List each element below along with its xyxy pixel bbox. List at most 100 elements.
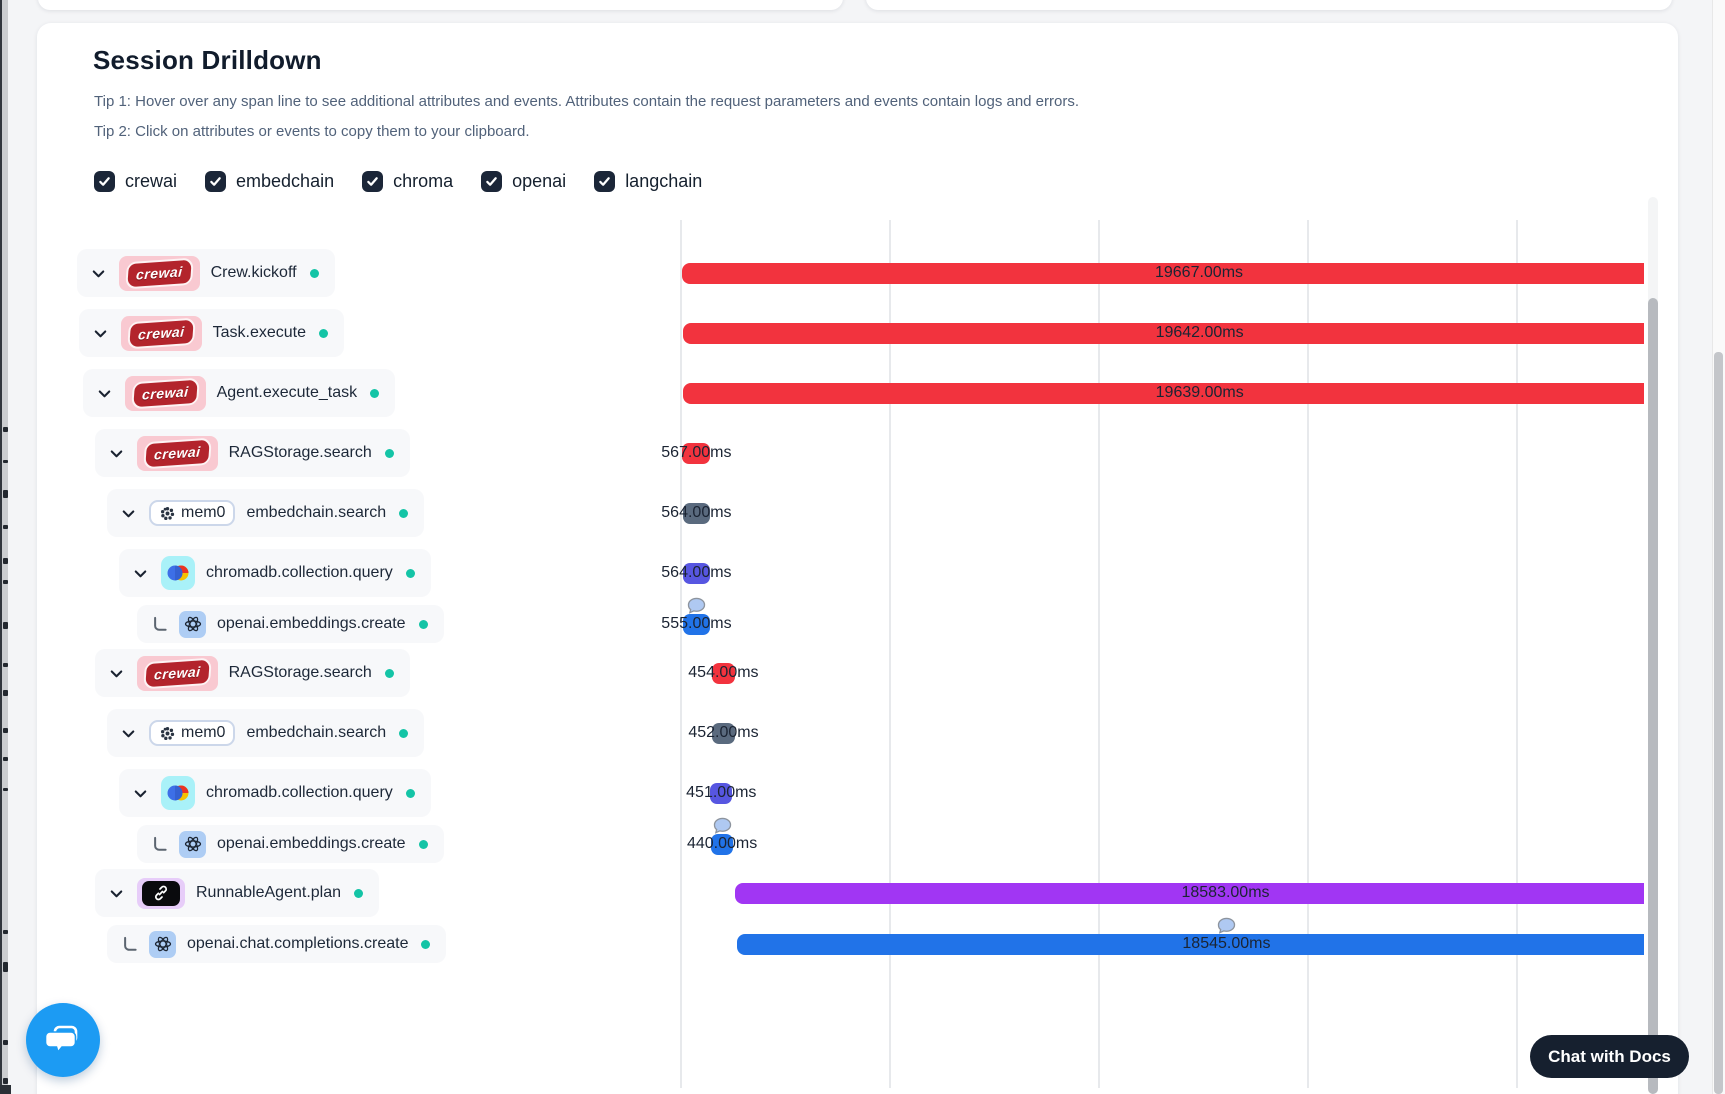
status-dot bbox=[354, 888, 364, 898]
chevron-down-icon[interactable] bbox=[91, 324, 110, 343]
span-row-openai.chat.completions.create[interactable]: openai.chat.completions.create bbox=[107, 925, 447, 963]
chevron-down-icon[interactable] bbox=[107, 444, 126, 463]
crewai-logo: crewai bbox=[119, 255, 200, 291]
span-name: chromadb.collection.query bbox=[206, 784, 393, 801]
span-bar-chromadb.collection.query[interactable]: 451.00ms bbox=[686, 782, 756, 804]
grid-line-1 bbox=[889, 220, 891, 1088]
status-dot bbox=[418, 839, 428, 849]
chevron-down-icon[interactable] bbox=[89, 264, 108, 283]
span-bar-openai.embeddings.create[interactable]: 440.00ms bbox=[687, 833, 757, 855]
span-row-embedchain.search[interactable]: mem0 embedchain.search bbox=[107, 709, 425, 757]
filter-checkbox-langchain[interactable]: langchain bbox=[594, 171, 702, 192]
chat-widget-button[interactable] bbox=[26, 1003, 100, 1077]
grid-line-2 bbox=[1098, 220, 1100, 1088]
event-bubble-icon[interactable] bbox=[1217, 917, 1236, 934]
chevron-down-icon[interactable] bbox=[107, 884, 126, 903]
filter-checkbox-embedchain[interactable]: embedchain bbox=[205, 171, 334, 192]
span-bar-Task.execute[interactable]: 19642.00ms bbox=[683, 322, 1644, 344]
span-bar-Crew.kickoff[interactable]: 19667.00ms bbox=[682, 262, 1644, 284]
checkbox-checked-icon[interactable] bbox=[481, 171, 503, 192]
event-bubble-icon[interactable] bbox=[687, 597, 706, 614]
span-duration: 19667.00ms bbox=[1154, 264, 1244, 281]
span-name: Task.execute bbox=[212, 324, 306, 341]
span-bar-chromadb.collection.query[interactable]: 564.00ms bbox=[661, 562, 732, 584]
span-duration: 555.00ms bbox=[661, 615, 732, 632]
span-name: chromadb.collection.query bbox=[206, 564, 393, 581]
filter-label: embedchain bbox=[236, 171, 335, 191]
span-name: openai.embeddings.create bbox=[217, 835, 406, 852]
span-name: Crew.kickoff bbox=[210, 264, 297, 281]
span-row-Crew.kickoff[interactable]: crewai Crew.kickoff bbox=[77, 249, 335, 297]
crewai-logo: crewai bbox=[137, 435, 218, 471]
span-bar-RAGStorage.search[interactable]: 567.00ms bbox=[661, 442, 731, 464]
span-name: embedchain.search bbox=[246, 504, 387, 521]
span-name: embedchain.search bbox=[246, 724, 387, 741]
chat-with-docs-button[interactable]: Chat with Docs bbox=[1530, 1035, 1689, 1078]
mem0-logo: mem0 bbox=[149, 500, 236, 526]
checkbox-checked-icon[interactable] bbox=[594, 171, 616, 192]
filter-label: crewai bbox=[125, 171, 178, 191]
span-name: openai.embeddings.create bbox=[217, 615, 406, 632]
status-dot bbox=[399, 728, 409, 738]
chevron-down-icon[interactable] bbox=[119, 724, 138, 743]
tip-1: Tip 1: Hover over any span line to see a… bbox=[94, 93, 1080, 110]
span-duration: 19642.00ms bbox=[1155, 324, 1244, 341]
status-dot bbox=[421, 939, 431, 949]
filter-checkbox-crewai[interactable]: crewai bbox=[94, 171, 177, 192]
span-bar-openai.embeddings.create[interactable]: 555.00ms bbox=[661, 613, 732, 635]
span-bar-Agent.execute_task[interactable]: 19639.00ms bbox=[683, 382, 1644, 404]
chevron-down-icon[interactable] bbox=[131, 564, 150, 583]
span-row-embedchain.search[interactable]: mem0 embedchain.search bbox=[107, 489, 425, 537]
span-bar-openai.chat.completions.create[interactable]: 18545.00ms bbox=[736, 933, 1644, 955]
span-duration: 564.00ms bbox=[661, 564, 732, 581]
status-dot bbox=[399, 508, 409, 518]
grid-line-3 bbox=[1307, 220, 1309, 1088]
span-bar-RunnableAgent.plan[interactable]: 18583.00ms bbox=[735, 882, 1644, 904]
span-duration: 440.00ms bbox=[686, 835, 758, 852]
span-row-chromadb.collection.query[interactable]: chromadb.collection.query bbox=[119, 549, 431, 597]
chroma-logo bbox=[161, 556, 195, 590]
status-dot bbox=[309, 268, 319, 278]
status-dot bbox=[318, 328, 328, 338]
span-row-RunnableAgent.plan[interactable]: RunnableAgent.plan bbox=[95, 869, 380, 917]
checkbox-checked-icon[interactable] bbox=[205, 171, 227, 192]
langchain-logo bbox=[137, 877, 185, 909]
filter-label: openai bbox=[512, 171, 567, 191]
span-row-openai.embeddings.create[interactable]: openai.embeddings.create bbox=[137, 825, 444, 863]
span-row-Task.execute[interactable]: crewai Task.execute bbox=[79, 309, 344, 357]
status-dot bbox=[384, 448, 394, 458]
event-bubble-icon[interactable] bbox=[713, 817, 732, 834]
chevron-down-icon[interactable] bbox=[107, 664, 126, 683]
status-dot bbox=[405, 788, 415, 798]
mem0-flower-icon bbox=[160, 506, 175, 520]
chevron-down-icon[interactable] bbox=[95, 384, 114, 403]
panel-scrollbar-thumb[interactable] bbox=[1648, 298, 1658, 1094]
span-row-openai.embeddings.create[interactable]: openai.embeddings.create bbox=[137, 605, 444, 643]
span-duration: 567.00ms bbox=[661, 444, 732, 461]
span-name: openai.chat.completions.create bbox=[187, 935, 409, 952]
filter-checkbox-chroma[interactable]: chroma bbox=[362, 171, 453, 192]
tip-2: Tip 2: Click on attributes or events to … bbox=[94, 123, 530, 140]
chevron-down-icon[interactable] bbox=[119, 504, 138, 523]
filter-checkbox-openai[interactable]: openai bbox=[481, 171, 566, 192]
top-card-right bbox=[866, 0, 1672, 10]
window-edge-artifacts bbox=[0, 0, 8, 1094]
span-row-RAGStorage.search[interactable]: crewai RAGStorage.search bbox=[95, 649, 410, 697]
span-name: RAGStorage.search bbox=[228, 444, 372, 461]
checkbox-checked-icon[interactable] bbox=[94, 171, 115, 192]
span-duration: 564.00ms bbox=[661, 504, 732, 521]
span-name: Agent.execute_task bbox=[216, 384, 358, 401]
chevron-down-icon[interactable] bbox=[131, 784, 150, 803]
span-duration: 18545.00ms bbox=[1182, 935, 1271, 952]
span-bar-embedchain.search[interactable]: 564.00ms bbox=[661, 502, 732, 524]
span-row-Agent.execute_task[interactable]: crewai Agent.execute_task bbox=[83, 369, 396, 417]
filter-row: crewai embedchain chroma openai langchain bbox=[94, 171, 702, 192]
span-row-RAGStorage.search[interactable]: crewai RAGStorage.search bbox=[95, 429, 410, 477]
top-card-left bbox=[38, 0, 843, 10]
span-bar-embedchain.search[interactable]: 452.00ms bbox=[688, 722, 759, 744]
status-dot bbox=[370, 388, 380, 398]
page-scrollbar-thumb[interactable] bbox=[1714, 352, 1723, 1094]
checkbox-checked-icon[interactable] bbox=[362, 171, 384, 192]
span-row-chromadb.collection.query[interactable]: chromadb.collection.query bbox=[119, 769, 431, 817]
span-bar-RAGStorage.search[interactable]: 454.00ms bbox=[688, 662, 759, 684]
